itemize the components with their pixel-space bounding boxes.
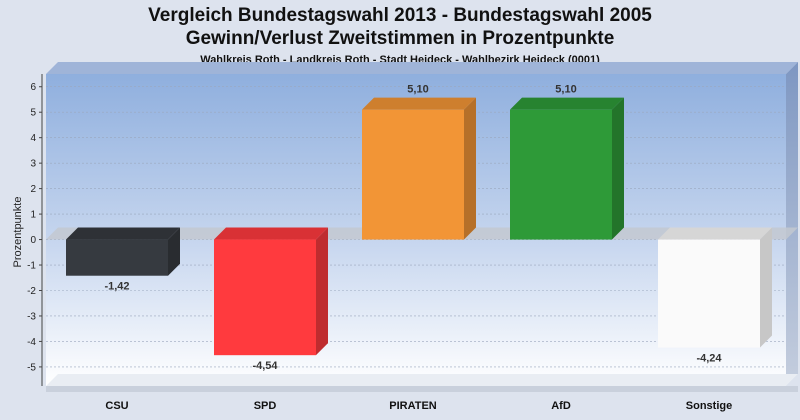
- category-label: Sonstige: [686, 400, 732, 412]
- bar-side: [168, 227, 180, 276]
- plot-side-wall: [786, 62, 798, 386]
- bar-side: [464, 97, 476, 240]
- plot-floor-edge: [46, 386, 798, 392]
- bar-top: [510, 97, 624, 110]
- bar-top: [66, 227, 180, 240]
- bar: [362, 109, 464, 240]
- y-tick-label: 2: [30, 184, 36, 195]
- bar-value-label: 5,10: [407, 84, 428, 96]
- y-tick-label: 0: [30, 235, 36, 246]
- y-tick-label: -2: [27, 286, 36, 297]
- bars: [66, 97, 772, 356]
- bar: [510, 109, 612, 240]
- y-tick-label: -5: [27, 362, 36, 373]
- y-tick-label: -3: [27, 311, 36, 322]
- bar-value-label: -4,24: [696, 353, 722, 365]
- category-label: SPD: [254, 400, 277, 412]
- y-tick-label: 6: [30, 82, 36, 93]
- bar-top: [214, 227, 328, 240]
- y-axis-label: Prozentpunkte: [12, 197, 24, 268]
- bar-side: [612, 97, 624, 240]
- y-tick-label: -1: [27, 261, 36, 272]
- category-label: AfD: [551, 400, 571, 412]
- bar-side: [760, 227, 772, 348]
- y-tick-label: 3: [30, 159, 36, 170]
- bar-value-label: 5,10: [555, 84, 576, 96]
- y-tick-label: -4: [27, 337, 36, 348]
- chart-title-line-1: Vergleich Bundestagswahl 2013 - Bundesta…: [148, 5, 652, 26]
- bar-top: [362, 97, 476, 110]
- bar: [214, 239, 316, 356]
- y-tick-label: 4: [30, 133, 36, 144]
- plot-floor: [46, 374, 798, 386]
- bar-side: [316, 227, 328, 356]
- y-tick-label: 5: [30, 108, 36, 119]
- bar: [66, 239, 168, 276]
- bar-value-label: -1,42: [104, 281, 129, 293]
- y-tick-label: 1: [30, 210, 36, 221]
- category-label: PIRATEN: [389, 400, 437, 412]
- category-label: CSU: [105, 400, 128, 412]
- bar: [658, 239, 760, 348]
- chart-title-line-2: Gewinn/Verlust Zweitstimmen in Prozentpu…: [185, 28, 615, 49]
- plot-top-edge: [46, 62, 798, 74]
- y-axis: 6 5 4 3 2 1 0 -1 -2 -3 -4 -5: [27, 74, 43, 386]
- bar-value-label: -4,54: [252, 360, 278, 372]
- bar-top: [658, 227, 772, 240]
- labels: -1,42 CSU -4,54 SPD 5,10 PIRATEN 5,10 AfD -4,24 S…: [104, 84, 732, 412]
